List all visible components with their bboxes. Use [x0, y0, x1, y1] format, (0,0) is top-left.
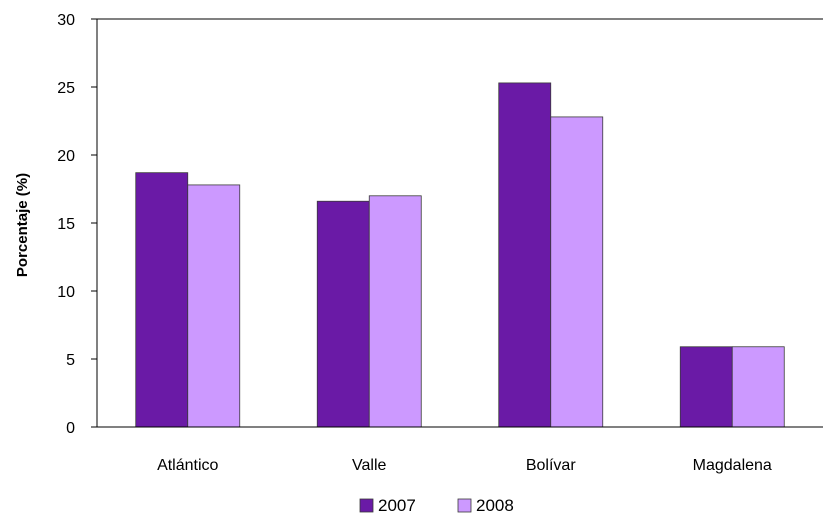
y-axis-title: Porcentaje (%): [14, 173, 31, 277]
y-tick-label: 5: [66, 352, 75, 369]
y-tick-label: 0: [66, 420, 75, 437]
y-tick-label: 10: [57, 284, 75, 301]
x-category-label: Bolívar: [526, 457, 576, 474]
x-category-label: Magdalena: [693, 457, 772, 474]
y-axis-ticks: 0 5 10 15 20 25 30: [57, 12, 97, 437]
bar-2008-atlántico: [188, 185, 240, 427]
bar-2008-valle: [369, 196, 421, 427]
legend: 2007 2008: [360, 496, 514, 515]
bar-2007-bolívar: [499, 83, 551, 427]
bar-2008-bolívar: [551, 117, 603, 427]
bar-2007-valle: [317, 201, 369, 427]
x-category-label: Valle: [352, 457, 386, 474]
bars: [136, 83, 785, 427]
y-tick-label: 30: [57, 12, 75, 29]
legend-swatch-2007: [360, 499, 373, 512]
y-tick-label: 20: [57, 148, 75, 165]
x-axis-labels: Atlántico Valle Bolívar Magdalena: [157, 457, 772, 474]
bar-2008-magdalena: [732, 347, 784, 427]
x-category-label: Atlántico: [157, 457, 218, 474]
y-tick-label: 25: [57, 80, 75, 97]
y-tick-label: 15: [57, 216, 75, 233]
bar-2007-atlántico: [136, 173, 188, 427]
legend-label-2007: 2007: [378, 496, 416, 515]
bar-2007-magdalena: [680, 347, 732, 427]
legend-swatch-2008: [458, 499, 471, 512]
legend-label-2008: 2008: [476, 496, 514, 515]
